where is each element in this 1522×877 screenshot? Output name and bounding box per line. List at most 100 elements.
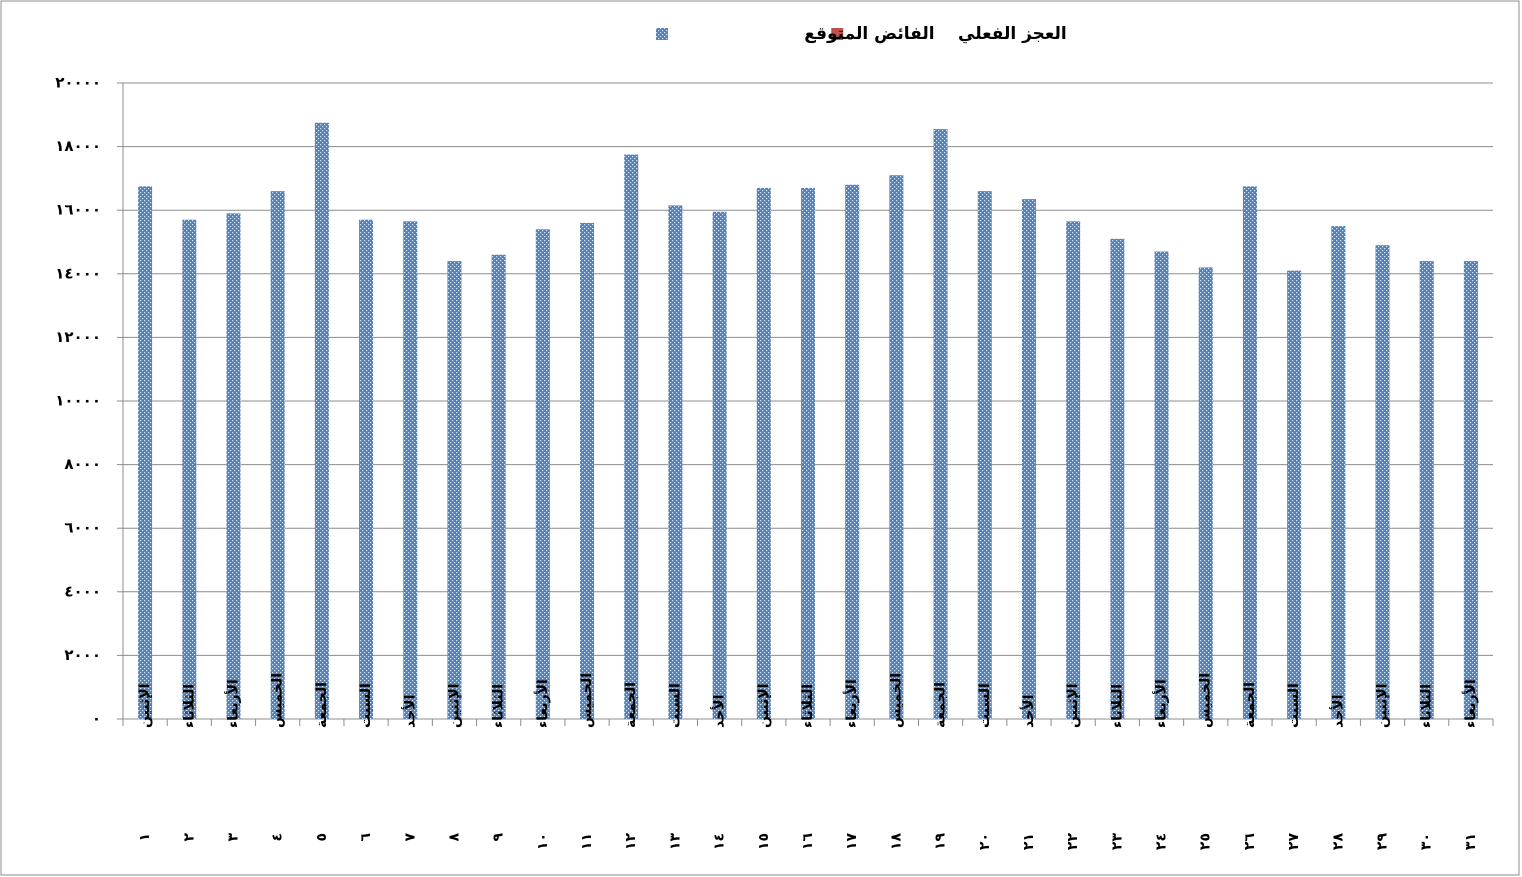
x-group-label: ١٦ bbox=[800, 833, 816, 851]
y-tick-label: ٤٠٠٠ bbox=[64, 582, 101, 600]
x-group-label: ٢٧ bbox=[1286, 833, 1302, 851]
x-tick-label: الإثنين bbox=[756, 683, 772, 728]
legend-swatch bbox=[655, 28, 668, 40]
x-group-label: ٣٠ bbox=[1419, 833, 1435, 850]
y-tick-label: ١٦٠٠٠ bbox=[55, 201, 101, 219]
x-tick-label: الجمعة bbox=[933, 682, 949, 728]
x-tick-label: الأربعاء bbox=[224, 679, 241, 728]
x-group-label: ٢١ bbox=[1021, 833, 1037, 850]
bar bbox=[845, 184, 860, 719]
x-tick-label: الأربعاء bbox=[1462, 679, 1479, 728]
x-tick-label: الخميس bbox=[888, 673, 904, 728]
y-tick-label: ٠ bbox=[92, 710, 101, 728]
x-tick-label: الأحد bbox=[711, 695, 728, 728]
x-group-label: ١٣ bbox=[667, 833, 683, 851]
x-group-label: ١٤ bbox=[712, 833, 728, 850]
x-group-label: ٣١ bbox=[1463, 833, 1479, 850]
bar bbox=[580, 222, 595, 720]
x-tick-label: الثلاثاء bbox=[1109, 684, 1125, 728]
x-group-label: ١ bbox=[137, 833, 153, 842]
y-tick-label: ١٢٠٠٠ bbox=[55, 328, 101, 346]
legend-label: الفائض المتوقع bbox=[804, 24, 934, 44]
x-group-label: ٢٨ bbox=[1330, 833, 1346, 851]
x-tick-label: الثلاثاء bbox=[491, 684, 507, 728]
bar bbox=[756, 187, 771, 719]
x-tick-label: الإثنين bbox=[137, 683, 153, 728]
x-group-label: ١٢ bbox=[623, 833, 639, 851]
x-tick-label: الخميس bbox=[1198, 673, 1214, 728]
x-group-label: ٢٩ bbox=[1375, 833, 1391, 851]
bar bbox=[270, 191, 285, 719]
x-group-label: ٢ bbox=[181, 833, 197, 842]
x-group-label: ٢٠ bbox=[977, 833, 993, 850]
bar bbox=[226, 213, 241, 719]
x-group-label: ٢٥ bbox=[1198, 833, 1214, 850]
bar bbox=[1463, 261, 1478, 719]
x-tick-label: الجمعة bbox=[1242, 682, 1258, 728]
x-tick-label: الأحد bbox=[401, 695, 418, 728]
bar bbox=[801, 187, 815, 719]
x-group-label: ٧ bbox=[402, 833, 418, 842]
x-tick-label: الثلاثاء bbox=[181, 684, 197, 728]
x-tick-label: الأربعاء bbox=[534, 679, 551, 728]
bar bbox=[624, 154, 639, 720]
x-group-label: ٦ bbox=[358, 833, 374, 842]
x-tick-label: السبت bbox=[358, 683, 374, 728]
y-tick-label: ١٠٠٠٠ bbox=[55, 392, 101, 410]
y-tick-label: ٦٠٠٠ bbox=[64, 519, 101, 537]
x-tick-label: الثلاثاء bbox=[800, 684, 816, 728]
bar bbox=[668, 205, 683, 719]
bar bbox=[1021, 199, 1036, 719]
x-group-label: ٨ bbox=[446, 833, 462, 842]
bar bbox=[889, 175, 904, 720]
y-tick-label: ٨٠٠٠ bbox=[64, 455, 101, 473]
x-group-label: ٢٦ bbox=[1242, 833, 1258, 851]
y-tick-label: ١٨٠٠٠ bbox=[55, 137, 101, 155]
x-group-label: ٢٤ bbox=[1154, 833, 1170, 850]
x-tick-label: الجمعة bbox=[623, 682, 639, 728]
bar bbox=[1287, 270, 1302, 719]
x-tick-label: الأحد bbox=[1020, 695, 1037, 728]
x-group-label: ١٩ bbox=[933, 833, 949, 851]
x-tick-label: الإثنين bbox=[1065, 683, 1081, 728]
x-tick-label: الإثنين bbox=[446, 683, 462, 728]
bar bbox=[491, 254, 506, 719]
x-group-label: ٩ bbox=[491, 833, 507, 842]
x-tick-label: الخميس bbox=[579, 673, 595, 728]
x-group-label: ١٠ bbox=[535, 833, 551, 850]
x-tick-label: الأربعاء bbox=[1153, 679, 1170, 728]
bar bbox=[182, 219, 197, 720]
x-tick-label: الأربعاء bbox=[843, 679, 860, 728]
bar bbox=[1419, 261, 1434, 719]
bar bbox=[1375, 245, 1390, 719]
y-tick-label: ٢٠٠٠ bbox=[64, 646, 101, 664]
bar bbox=[535, 229, 550, 719]
x-tick-label: الإثنين bbox=[1375, 683, 1391, 728]
legend-label: العجز الفعلي bbox=[958, 24, 1067, 44]
bar bbox=[359, 219, 374, 720]
bar bbox=[447, 261, 462, 719]
legend-swatch bbox=[831, 28, 844, 40]
bar bbox=[1242, 186, 1257, 720]
bar bbox=[712, 211, 727, 720]
x-group-label: ٣ bbox=[225, 833, 241, 842]
x-group-label: ١١ bbox=[579, 833, 595, 850]
bar bbox=[1331, 226, 1346, 719]
bar bbox=[314, 122, 329, 719]
x-tick-label: السبت bbox=[1286, 683, 1302, 728]
bar bbox=[403, 221, 418, 719]
bar bbox=[1198, 267, 1213, 719]
x-tick-label: الخميس bbox=[270, 673, 286, 728]
x-group-label: ١٨ bbox=[888, 833, 904, 851]
bar bbox=[1110, 238, 1125, 719]
x-group-label: ٤ bbox=[270, 833, 286, 842]
x-tick-label: الأحد bbox=[1329, 695, 1346, 728]
y-tick-label: ١٤٠٠٠ bbox=[55, 264, 101, 282]
y-tick-label: ٢٠٠٠٠ bbox=[55, 74, 101, 92]
bar bbox=[933, 129, 948, 720]
x-group-label: ٢٣ bbox=[1109, 833, 1125, 851]
x-tick-label: الجمعة bbox=[314, 682, 330, 728]
x-tick-label: السبت bbox=[667, 683, 683, 728]
bar bbox=[138, 186, 153, 720]
